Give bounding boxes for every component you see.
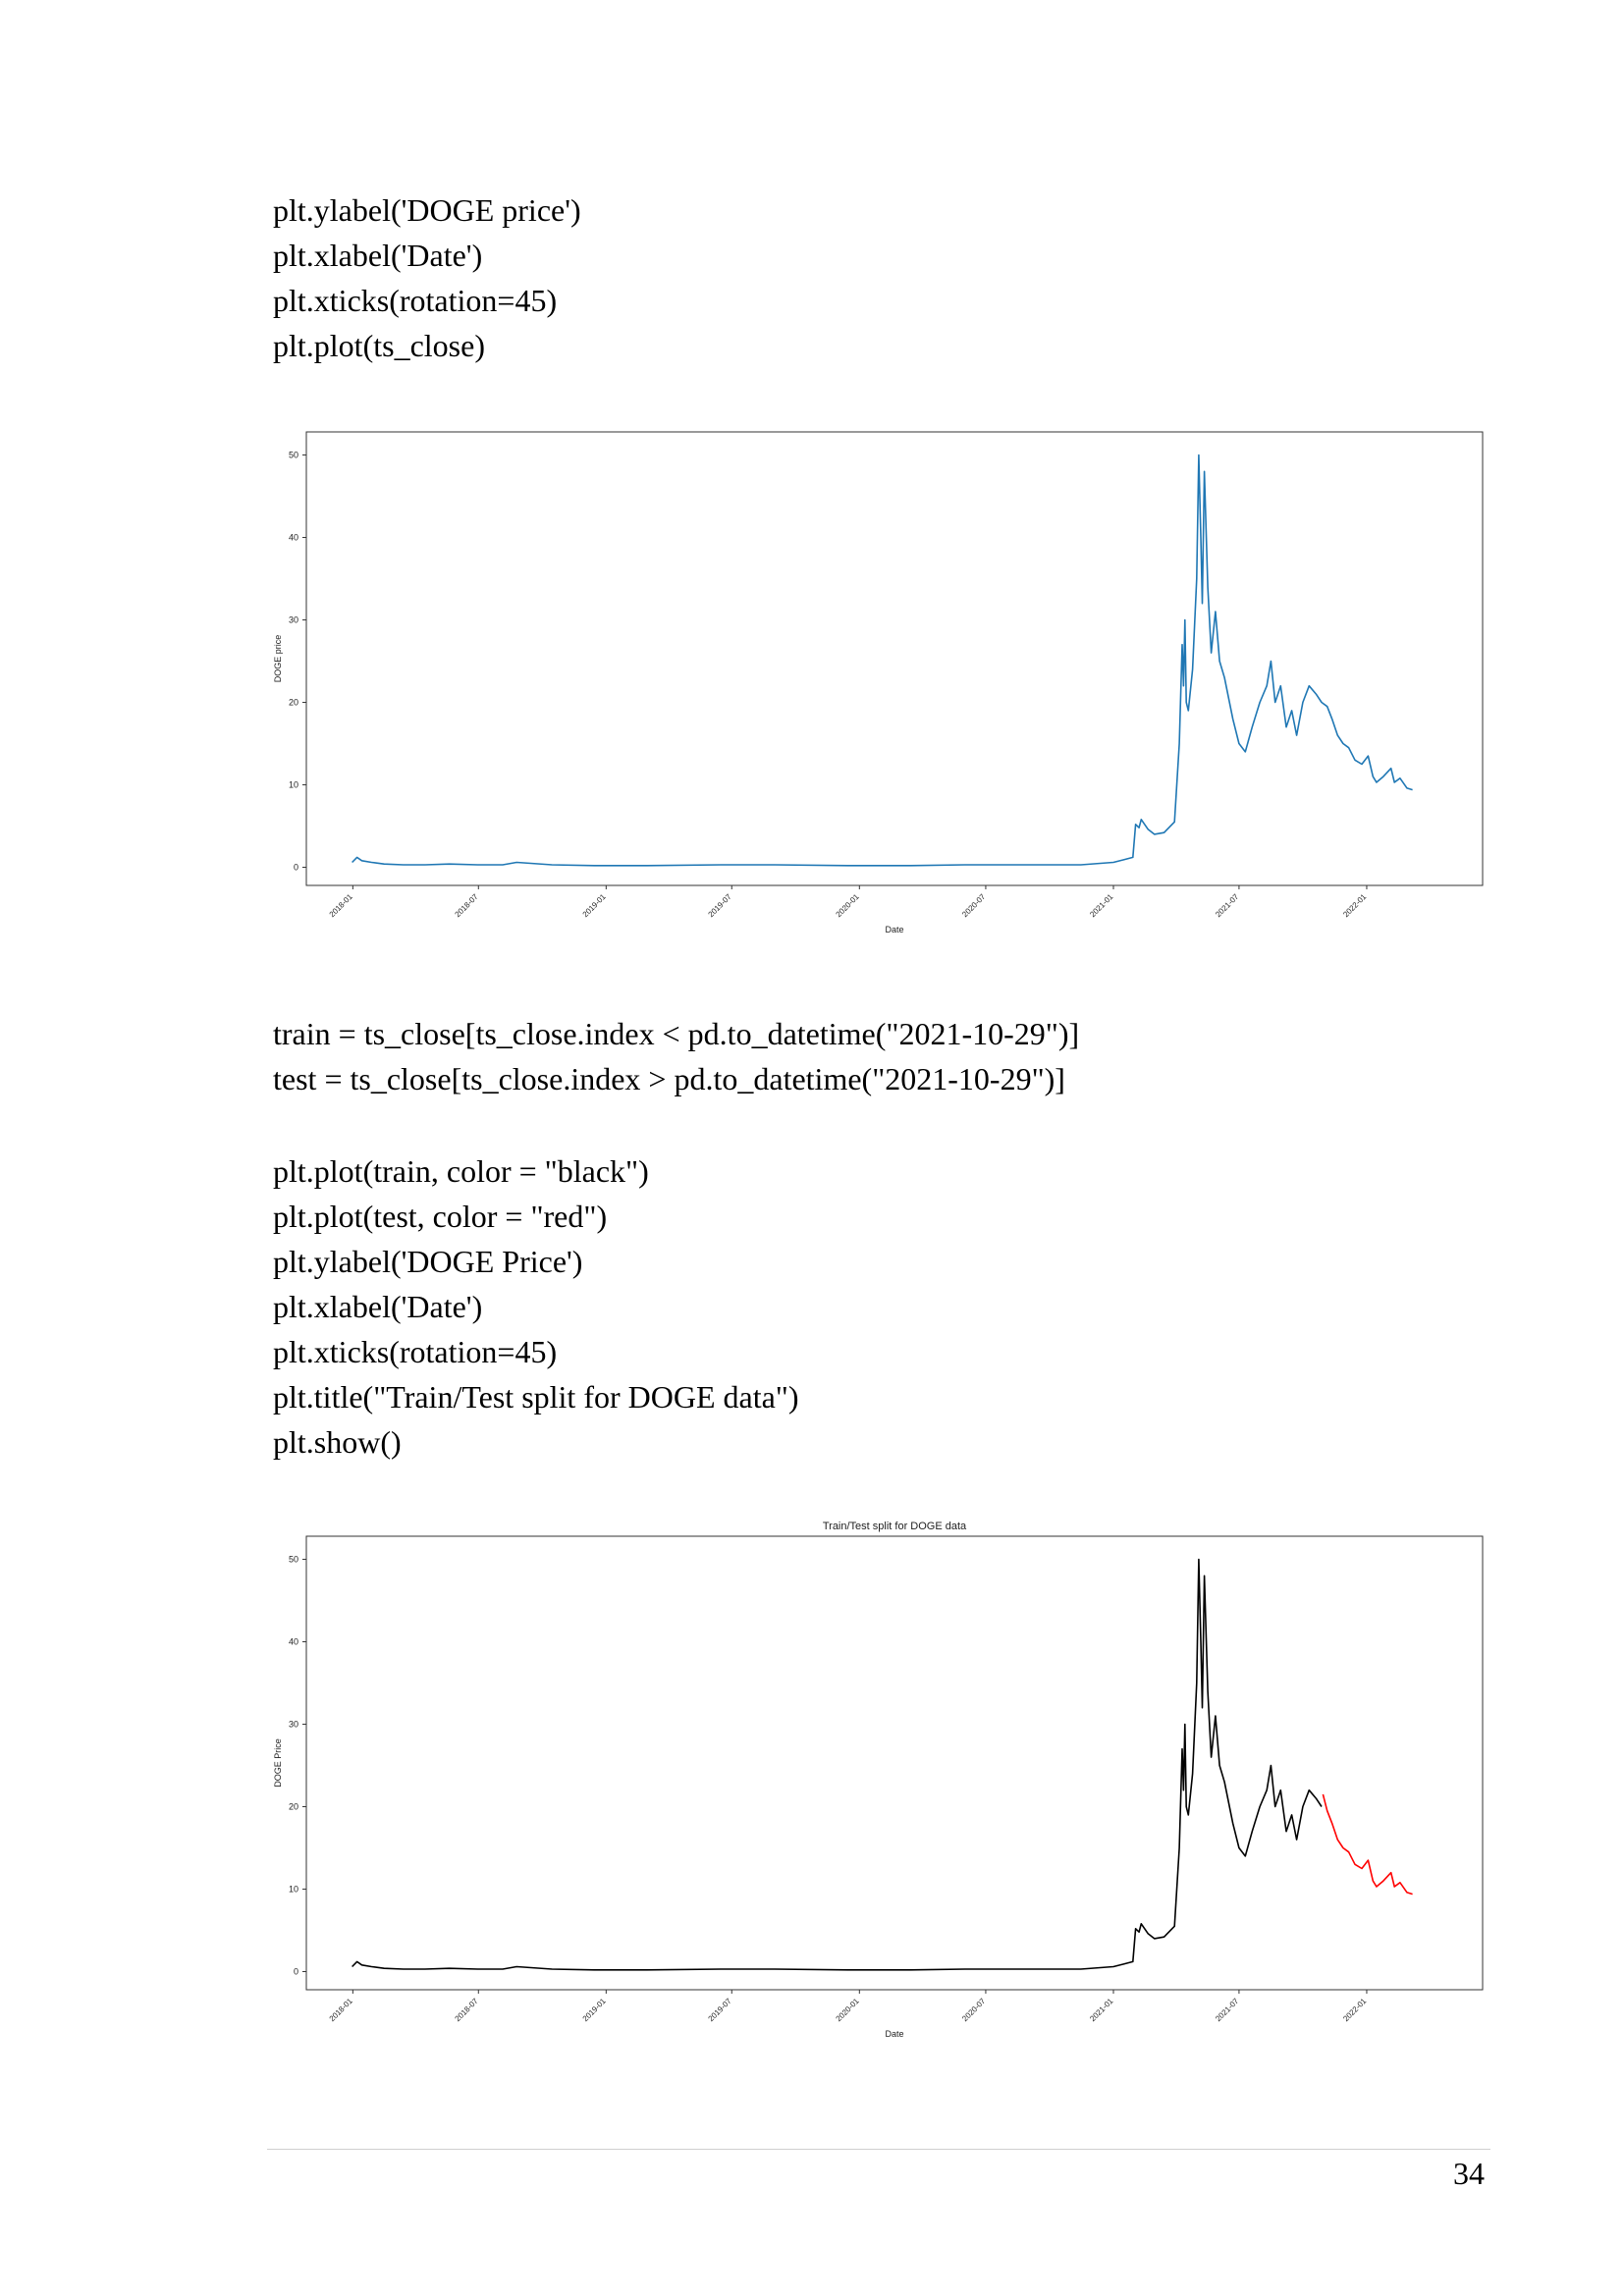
- x-axis-label: Date: [885, 925, 903, 934]
- chart-title: Train/Test split for DOGE data: [823, 1521, 967, 1532]
- x-tick-label: 2018-07: [454, 892, 481, 920]
- code-line: plt.xticks(rotation=45): [273, 283, 558, 318]
- x-tick-label: 2020-01: [835, 892, 862, 920]
- code-line: plt.ylabel('DOGE Price'): [273, 1244, 583, 1279]
- code-line: test = ts_close[ts_close.index > pd.to_d…: [273, 1061, 1065, 1096]
- x-axis-label: Date: [885, 2029, 903, 2039]
- y-tick-label: 10: [289, 1885, 298, 1895]
- code-line: plt.xlabel('Date'): [273, 1289, 483, 1324]
- plot-frame: [305, 431, 1484, 886]
- footer-rule: [267, 2149, 1490, 2150]
- code-line: plt.xticks(rotation=45): [273, 1334, 558, 1369]
- y-tick-label: 20: [289, 1802, 298, 1812]
- code-line: plt.show(): [273, 1424, 402, 1460]
- y-tick-label: 50: [289, 451, 298, 460]
- code-line: plt.title("Train/Test split for DOGE dat…: [273, 1379, 799, 1415]
- code-line: plt.plot(train, color = "black"): [273, 1153, 649, 1189]
- code-line: plt.plot(test, color = "red"): [273, 1199, 608, 1234]
- x-tick-label: 2018-07: [454, 1997, 481, 2024]
- x-tick-label: 2022-01: [1341, 1997, 1369, 2024]
- y-tick-label: 30: [289, 1720, 298, 1730]
- y-tick-label: 20: [289, 698, 298, 708]
- y-tick-label: 30: [289, 615, 298, 625]
- y-tick-label: 40: [289, 533, 298, 543]
- code-line: plt.xlabel('Date'): [273, 238, 483, 273]
- y-tick-label: 0: [294, 863, 298, 873]
- x-tick-label: 2018-01: [328, 892, 355, 920]
- x-tick-label: 2021-07: [1214, 1997, 1241, 2024]
- chart-doge-price: 0 10 20 30 40 50 2018-01 2018-07 2019-01 2019-07 2…: [273, 431, 1484, 934]
- plot-frame: [305, 1535, 1484, 1991]
- x-tick-label: 2020-07: [960, 1997, 988, 2024]
- x-tick-label: 2019-07: [707, 892, 734, 920]
- series-line-0: [352, 1558, 1323, 1971]
- x-tick-label: 2021-01: [1088, 1997, 1115, 2024]
- series-line-0: [352, 454, 1413, 867]
- x-tick-label: 2020-01: [835, 1997, 862, 2024]
- y-axis-label: DOGE price: [273, 635, 283, 683]
- x-tick-label: 2021-07: [1214, 892, 1241, 920]
- x-tick-label: 2019-07: [707, 1997, 734, 2024]
- y-tick-label: 40: [289, 1637, 298, 1647]
- y-tick-label: 50: [289, 1555, 298, 1565]
- x-tick-label: 2022-01: [1341, 892, 1369, 920]
- page-number: 34: [1453, 2156, 1485, 2191]
- x-tick-label: 2019-01: [581, 1997, 609, 2024]
- y-axis-label: DOGE Price: [273, 1738, 283, 1788]
- x-tick-label: 2019-01: [581, 892, 609, 920]
- code-line: train = ts_close[ts_close.index < pd.to_…: [273, 1016, 1080, 1051]
- series-line-1: [1322, 1793, 1413, 1896]
- code-line: plt.plot(ts_close): [273, 328, 485, 363]
- chart-train-test-split: Train/Test split for DOGE data 0 10 20 30 40 5…: [273, 1521, 1484, 2039]
- x-tick-label: 2018-01: [328, 1997, 355, 2024]
- y-tick-label: 0: [294, 1967, 298, 1977]
- x-tick-label: 2020-07: [960, 892, 988, 920]
- code-line: plt.ylabel('DOGE price'): [273, 192, 581, 228]
- x-tick-label: 2021-01: [1088, 892, 1115, 920]
- y-tick-label: 10: [289, 780, 298, 790]
